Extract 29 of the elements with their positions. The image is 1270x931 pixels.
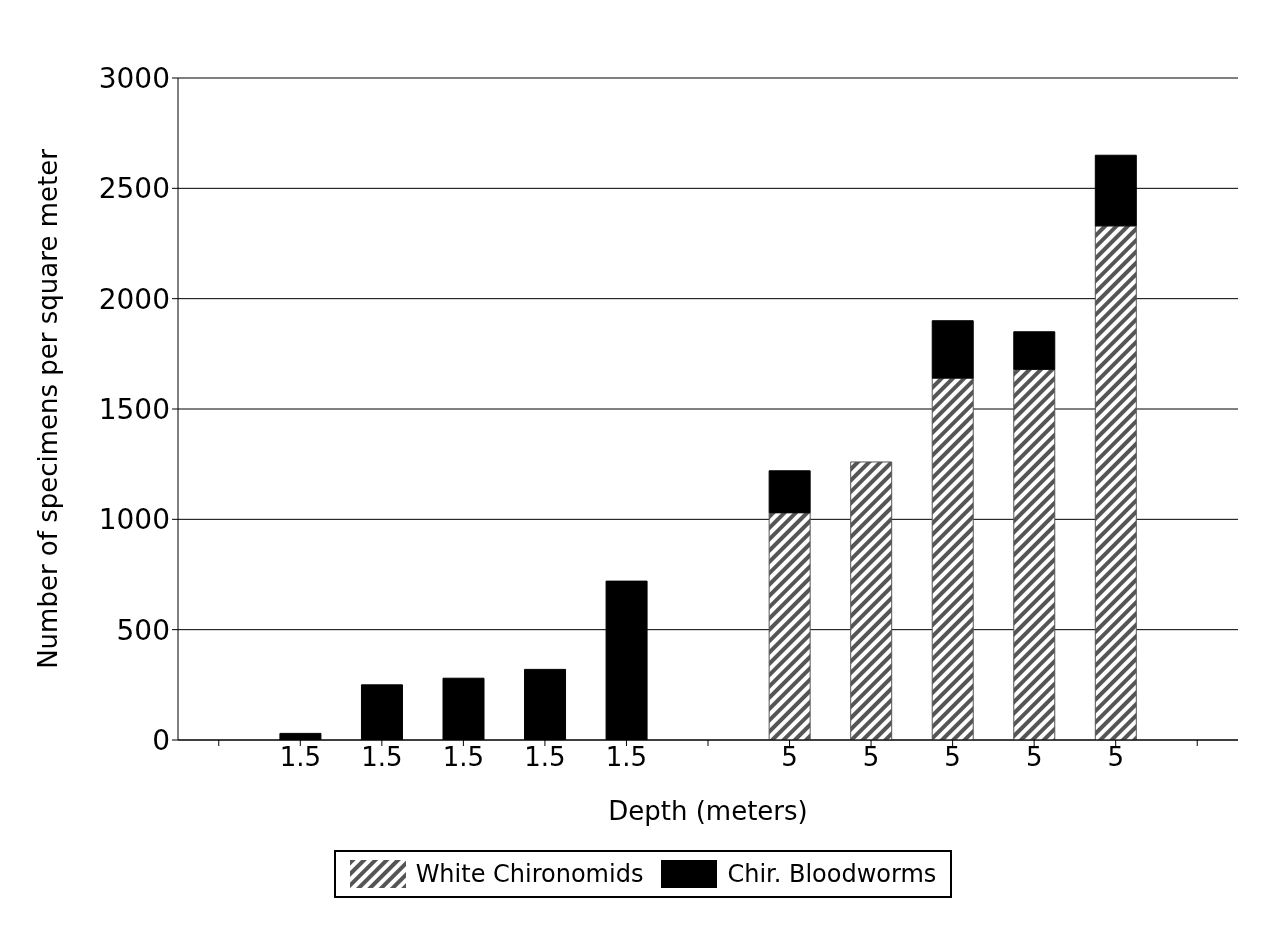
- legend-label: White Chironomids: [415, 860, 644, 888]
- x-tick-label: 5: [862, 742, 880, 773]
- y-tick-label: 0: [152, 723, 170, 757]
- bar: [1094, 225, 1137, 740]
- bar: [850, 461, 893, 740]
- x-tick-label: 1.5: [361, 742, 403, 773]
- legend-label: Chir. Bloodworms: [727, 860, 937, 888]
- x-tick-label: 1.5: [279, 742, 321, 773]
- y-tick-label: 1500: [98, 392, 170, 426]
- x-tick-label: 5: [781, 742, 798, 773]
- x-tick-label: 5: [944, 742, 961, 773]
- x-tick-label: 5: [1025, 742, 1043, 773]
- x-tick-label: 1.5: [524, 742, 566, 773]
- y-tick-label: 2500: [98, 172, 170, 206]
- y-tick-label: 1000: [98, 503, 170, 537]
- bar: [768, 470, 811, 514]
- x-tick-label: 1.5: [605, 742, 648, 773]
- y-tick-label: 500: [116, 613, 170, 647]
- x-axis-title: Depth (meters): [608, 796, 808, 826]
- y-axis-title: Number of specimens per square meter: [33, 148, 64, 669]
- bar: [768, 512, 811, 740]
- bar: [1013, 331, 1056, 370]
- y-tick-label: 3000: [98, 61, 170, 95]
- bar: [1013, 368, 1056, 740]
- bar: [931, 320, 974, 379]
- x-tick-label: 1.5: [442, 742, 485, 773]
- y-tick-label: 2000: [98, 282, 170, 316]
- bar: [931, 377, 974, 740]
- x-tick-label: 5: [1107, 742, 1124, 773]
